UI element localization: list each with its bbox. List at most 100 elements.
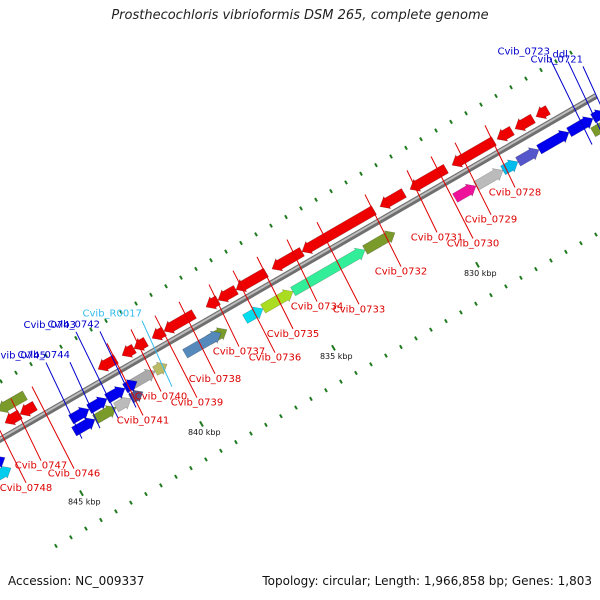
guide-dot <box>449 119 453 125</box>
guide-dot <box>294 405 298 410</box>
guide-dot <box>384 353 388 358</box>
backbone-dots <box>0 50 598 549</box>
gene-arrow <box>122 379 138 394</box>
gene-label: Cvib_0729 <box>465 215 517 226</box>
genome-backbone <box>0 93 598 444</box>
guide-dot <box>464 111 468 116</box>
label-leader <box>549 58 593 145</box>
gene-label: Cvib_0740 <box>135 392 187 403</box>
gene-arrow <box>451 136 497 168</box>
guide-dot <box>194 266 198 272</box>
gene-label: Cvib_0731 <box>411 232 463 243</box>
gene-arrow <box>301 205 377 255</box>
gene-label: Cvib_0734 <box>291 302 343 313</box>
gene-label: Cvib_0739 <box>171 398 223 409</box>
gene-label: Cvib_0723 <box>497 46 549 57</box>
gene-arrow <box>19 400 38 417</box>
guide-dot <box>264 422 268 428</box>
guide-dot <box>459 310 463 315</box>
tick-mark <box>331 344 336 351</box>
gene-label: ddl <box>552 50 567 61</box>
guide-dot <box>434 128 438 133</box>
label-leader <box>10 398 42 461</box>
accession-text: Accession: NC_009337 <box>8 574 145 588</box>
label-leader <box>141 320 173 387</box>
guide-dot <box>414 336 418 341</box>
guide-dot <box>404 145 408 151</box>
guide-dot <box>164 284 168 289</box>
guide-dot <box>179 275 183 280</box>
gene-arrow <box>271 246 305 272</box>
gene-arrow <box>515 147 540 167</box>
gene-arrow <box>235 267 269 293</box>
guide-dot <box>174 474 178 479</box>
guide-dot <box>554 59 558 64</box>
gene-label: Cvib_0742 <box>47 319 99 330</box>
gene-label: Cvib_0735 <box>267 329 319 340</box>
tick-label: 835 kbp <box>320 352 353 361</box>
gene-label: Cvib_R0017 <box>83 309 142 320</box>
gene-arrow <box>590 119 600 138</box>
guide-dot <box>534 266 538 272</box>
gene-label: Cvib_0744 <box>17 350 69 361</box>
label-leader <box>430 156 474 239</box>
backbone-highlight <box>0 94 597 440</box>
guide-dot <box>549 258 553 263</box>
gene-arrow <box>121 343 137 358</box>
gene-arrow <box>242 306 264 324</box>
gene-arrow <box>0 390 28 414</box>
guide-dot <box>569 50 573 55</box>
gene-label: Cvib_0745 <box>0 351 46 362</box>
gene-label: Cvib_0728 <box>489 187 541 198</box>
guide-dot <box>0 379 3 384</box>
gene-arrow <box>133 336 149 351</box>
guide-dot <box>519 275 523 281</box>
guide-dot <box>254 232 258 237</box>
guide-dot <box>429 327 433 332</box>
guide-dot <box>474 301 478 306</box>
backbone-line <box>0 93 598 444</box>
label-leader <box>31 386 75 469</box>
guide-dot <box>209 258 213 263</box>
guide-dot <box>144 491 148 497</box>
guide-dot <box>159 483 163 488</box>
gene-label: Cvib_0737 <box>213 347 265 358</box>
guide-dot <box>399 344 403 350</box>
guide-dot <box>344 180 348 185</box>
gene-label: Cvib_0748 <box>0 483 52 494</box>
guide-dot <box>119 309 123 315</box>
gene-label: Cvib_0733 <box>333 304 385 315</box>
gene-arrow <box>92 405 117 425</box>
genome-summary: Topology: circular; Length: 1,966,858 bp… <box>262 574 592 588</box>
map-title: Prosthecochloris vibrioformis DSM 265, c… <box>111 8 489 23</box>
guide-dot <box>374 162 378 168</box>
guide-dot <box>269 223 273 228</box>
guide-dot <box>314 197 318 202</box>
label-leader <box>208 284 240 347</box>
tick-mark <box>79 490 84 497</box>
guide-dot <box>359 171 363 177</box>
guide-dot <box>504 284 508 289</box>
tick-mark <box>475 261 480 268</box>
gene-arrow <box>152 361 168 376</box>
guide-dot <box>134 301 138 306</box>
gene-arrow <box>535 105 551 120</box>
gene-arrow <box>0 456 6 469</box>
guide-dot <box>339 379 343 384</box>
guide-dot <box>509 85 513 90</box>
guide-dot <box>284 214 288 220</box>
guide-dot <box>594 232 598 237</box>
label-leader <box>286 239 318 302</box>
gene-label: Cvib_0743 <box>23 320 75 331</box>
guide-dot <box>309 396 313 402</box>
gene-label: Cvib_0738 <box>189 374 241 385</box>
guide-dot <box>104 318 108 324</box>
guide-dot <box>479 102 483 107</box>
guide-dot <box>579 240 583 246</box>
guide-dot <box>84 526 88 531</box>
gene-label: Cvib_0721 <box>530 54 582 65</box>
gene-arrow <box>68 406 90 425</box>
gene-arrow <box>566 116 594 138</box>
